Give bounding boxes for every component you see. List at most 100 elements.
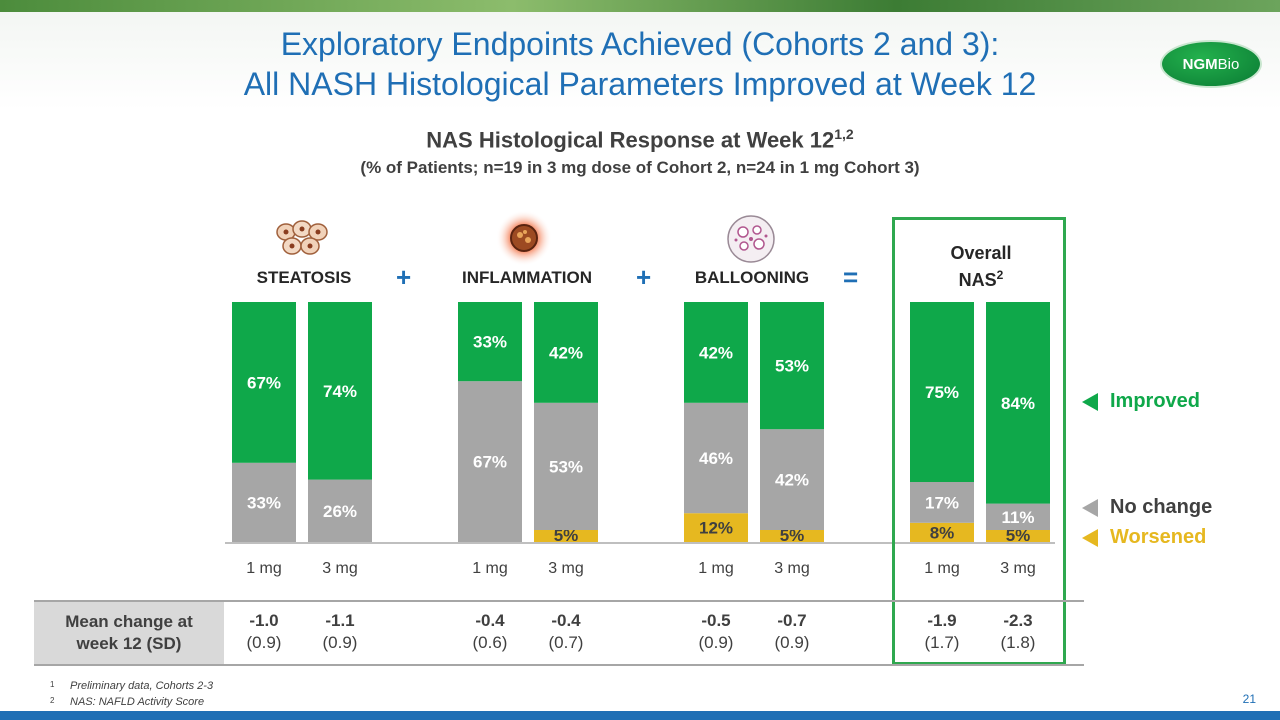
decorative-bottom-band <box>0 711 1280 720</box>
x-tick-label-3: 3 mg <box>548 560 584 577</box>
sd-value: (0.9) <box>698 633 734 652</box>
footnote-2-number: 2 <box>50 696 55 705</box>
bar-segment-no-change-5 <box>760 429 824 530</box>
table-cell-6: -1.9 (1.7) <box>907 610 977 654</box>
slide-title: Exploratory Endpoints Achieved (Cohorts … <box>0 24 1280 104</box>
sd-value: (0.9) <box>246 633 282 652</box>
chart-title-text: NAS Histological Response at Week 12 <box>426 127 835 153</box>
data-label-no-change-6: 17% <box>925 493 959 512</box>
bar-segment-no-change-0 <box>232 462 296 542</box>
company-logo: NGM Bio <box>1160 40 1262 88</box>
bar-segment-improved-6 <box>910 302 974 482</box>
plus-operator-1: + <box>396 262 412 292</box>
mean-change-value: -1.0 <box>249 611 279 630</box>
x-tick-label-1: 3 mg <box>322 560 358 577</box>
data-label-worsened-6: 8% <box>930 523 955 542</box>
fat-cells-icon <box>276 220 328 255</box>
footnote-1-number: 1 <box>50 680 55 689</box>
footnote-2-text: NAS: NAFLD Activity Score <box>70 696 205 708</box>
x-tick-label-2: 1 mg <box>472 560 508 577</box>
logo-main-text: NGM <box>1182 55 1218 73</box>
slide-title-line1: Exploratory Endpoints Achieved (Cohorts … <box>280 26 1000 62</box>
x-tick-label-7: 3 mg <box>1000 560 1036 577</box>
x-tick-label-4: 1 mg <box>698 560 734 577</box>
data-label-worsened-5: 5% <box>780 526 805 545</box>
bar-segment-no-change-6 <box>910 482 974 523</box>
sd-value: (0.9) <box>774 633 810 652</box>
footnote-1: 1 Preliminary data, Cohorts 2-3 <box>50 680 213 695</box>
slide-title-line2: All NASH Histological Parameters Improve… <box>243 66 1037 102</box>
bar-segment-improved-5 <box>760 302 824 430</box>
data-label-no-change-1: 26% <box>323 502 357 521</box>
x-tick-label-6: 1 mg <box>924 560 960 577</box>
bar-segment-no-change-7 <box>986 503 1050 530</box>
logo-bio-text: Bio <box>1217 55 1240 73</box>
sd-value: (0.7) <box>548 633 584 652</box>
bar-segment-improved-1 <box>308 302 372 480</box>
bar-segment-improved-3 <box>534 302 598 403</box>
equals-operator: = <box>843 262 859 292</box>
table-cell-2: -0.4 (0.6) <box>455 610 525 654</box>
sd-value: (0.6) <box>472 633 508 652</box>
data-label-no-change-7: 11% <box>1001 508 1034 527</box>
mean-change-value: -0.4 <box>551 611 581 630</box>
mean-change-value: -0.7 <box>777 611 807 630</box>
data-label-no-change-0: 33% <box>247 493 281 512</box>
sd-value: (1.8) <box>1000 633 1036 652</box>
overall-label-line1: Overall <box>950 243 1012 263</box>
bar-segment-worsened-3 <box>534 530 598 542</box>
bar-segment-improved-0 <box>232 302 296 463</box>
bar-segment-improved-4 <box>684 302 748 403</box>
row-header-line2: week 12 (SD) <box>76 634 182 653</box>
table-row-header: Mean change at week 12 (SD) <box>34 602 224 664</box>
data-label-improved-0: 67% <box>247 373 281 392</box>
bar-segment-improved-2 <box>458 302 522 382</box>
inflamed-cell-icon <box>496 210 552 266</box>
data-label-no-change-2: 67% <box>473 453 507 472</box>
data-label-worsened-7: 5% <box>1006 526 1031 545</box>
x-tick-label-0: 1 mg <box>246 560 282 577</box>
overall-nas-highlight-box <box>892 217 1066 665</box>
bar-segment-worsened-4 <box>684 513 748 542</box>
ballooned-tissue-icon <box>727 215 775 263</box>
data-label-improved-6: 75% <box>925 383 959 402</box>
mean-change-value: -1.1 <box>325 611 355 630</box>
table-cell-7: -2.3 (1.8) <box>983 610 1053 654</box>
bar-segment-improved-7 <box>986 302 1050 504</box>
legend-no-change-marker <box>1082 499 1098 517</box>
data-label-improved-2: 33% <box>473 333 507 352</box>
bar-segment-no-change-1 <box>308 479 372 542</box>
footnote-2: 2 NAS: NAFLD Activity Score <box>50 696 204 711</box>
bar-segment-worsened-5 <box>760 530 824 542</box>
table-top-rule <box>34 600 1084 602</box>
legend-worsened-marker <box>1082 529 1098 547</box>
sd-value: (0.9) <box>322 633 358 652</box>
data-label-improved-1: 74% <box>323 382 357 401</box>
legend-worsened-label: Worsened <box>1110 526 1207 548</box>
page-number: 21 <box>1242 692 1256 706</box>
group-label-steatosis: STEATOSIS <box>256 268 352 287</box>
table-cell-5: -0.7 (0.9) <box>757 610 827 654</box>
footnote-1-text: Preliminary data, Cohorts 2-3 <box>70 680 214 692</box>
data-label-improved-5: 53% <box>775 357 809 376</box>
overall-label-nas: NAS <box>958 270 997 290</box>
mean-change-value: -1.9 <box>927 611 957 630</box>
data-label-worsened-3: 5% <box>554 526 579 545</box>
overall-label-line2: NAS2 <box>912 264 1050 291</box>
group-label-overall-nas: Overall NAS2 <box>912 242 1050 291</box>
plus-operator-2: + <box>636 262 652 292</box>
table-cell-0: -1.0 (0.9) <box>229 610 299 654</box>
mean-change-value: -2.3 <box>1003 611 1033 630</box>
bar-segment-worsened-7 <box>986 530 1050 542</box>
bar-segment-no-change-2 <box>458 381 522 542</box>
data-label-worsened-4: 12% <box>699 519 733 538</box>
table-cell-4: -0.5 (0.9) <box>681 610 751 654</box>
decorative-top-band <box>0 0 1280 12</box>
group-label-ballooning: BALLOONING <box>694 268 810 287</box>
sd-value: (1.7) <box>924 633 960 652</box>
chart-subtitle: (% of Patients; n=19 in 3 mg dose of Coh… <box>360 158 920 177</box>
data-label-improved-4: 42% <box>699 343 733 362</box>
table-cell-1: -1.1 (0.9) <box>305 610 375 654</box>
bar-segment-no-change-4 <box>684 402 748 514</box>
